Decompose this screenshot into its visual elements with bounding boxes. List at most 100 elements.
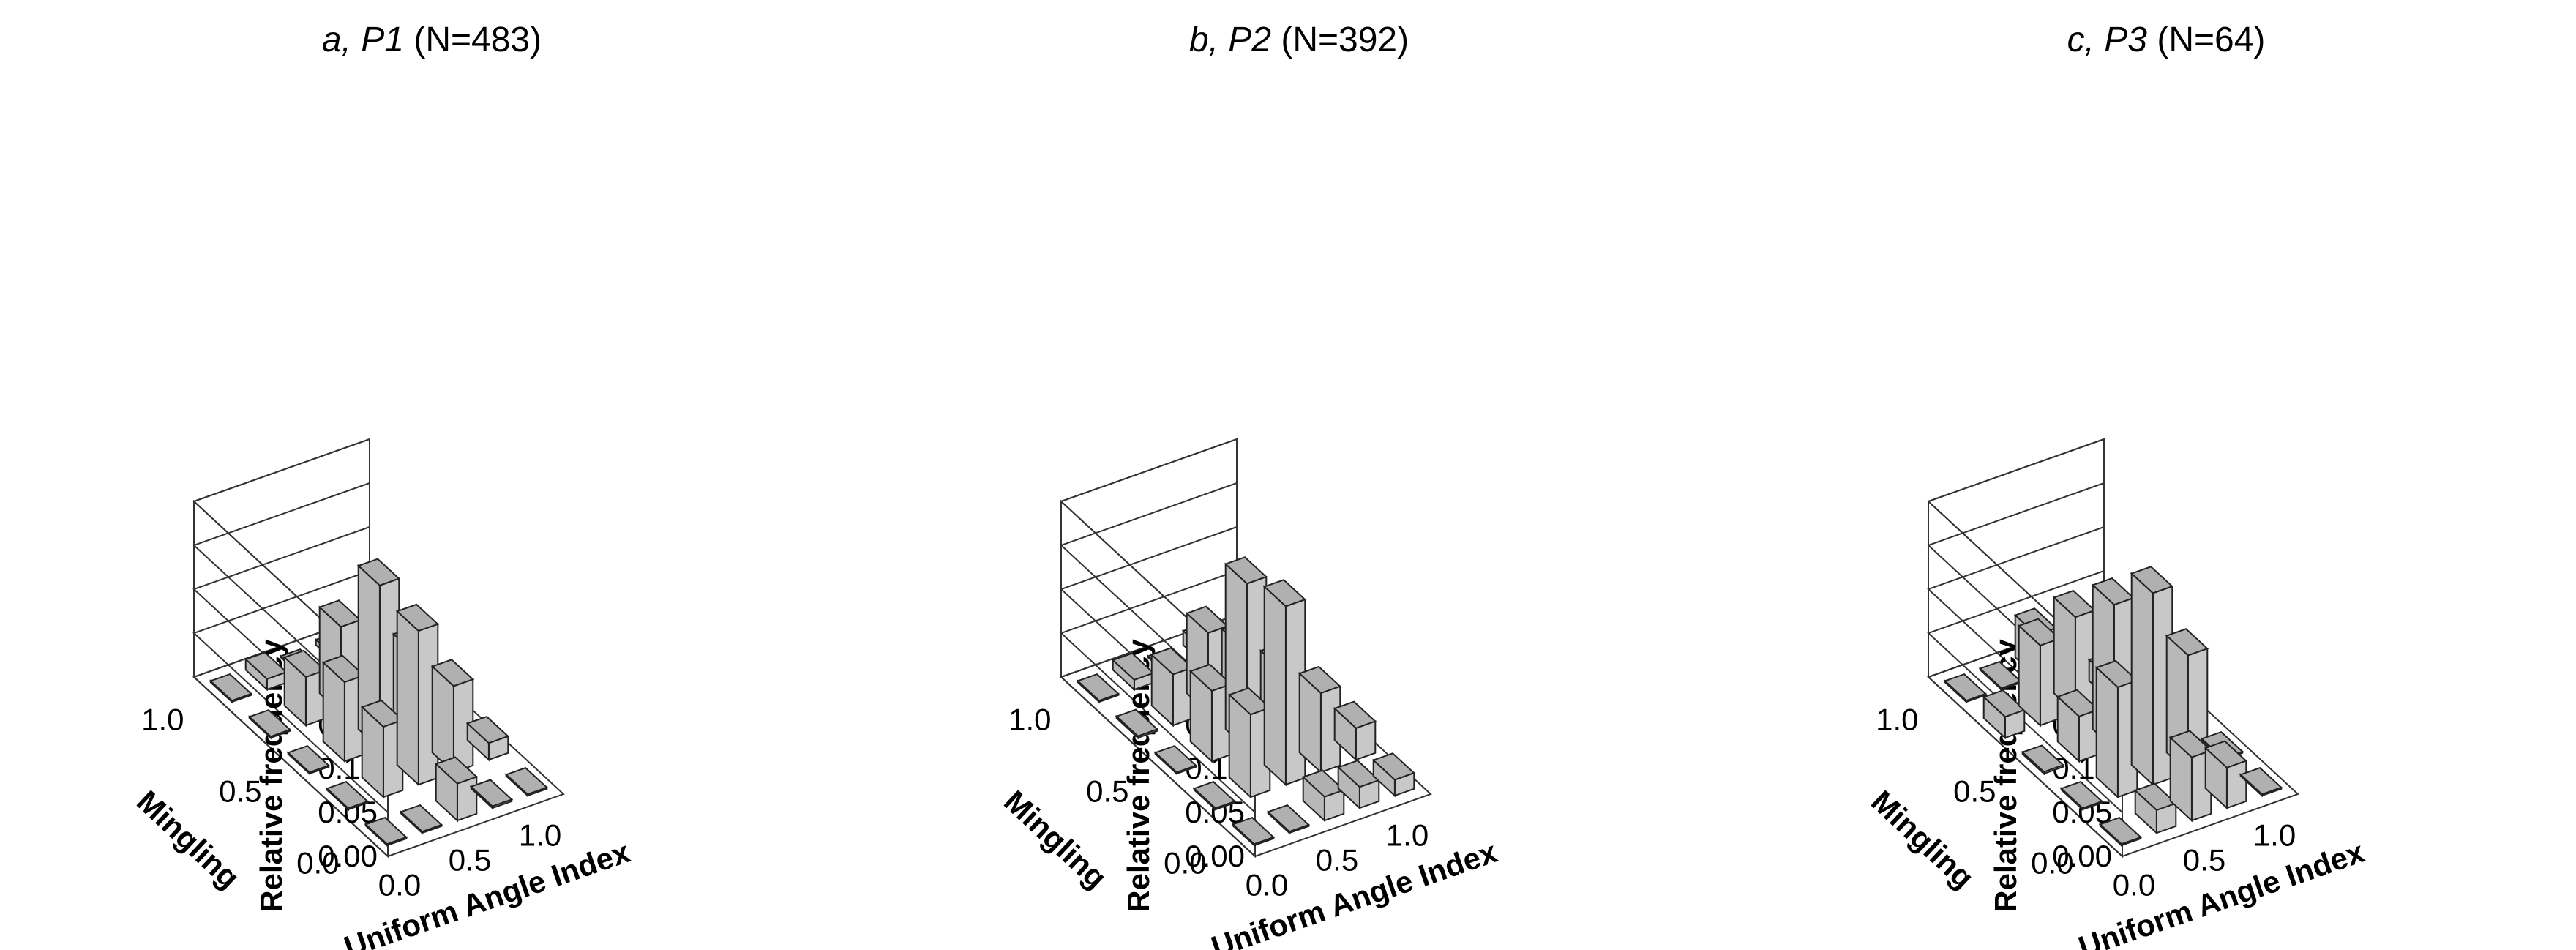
- x-tick-label: 1.0: [1386, 818, 1429, 853]
- bar: [1192, 780, 1237, 812]
- bar: [1371, 752, 1416, 798]
- bar-side: [1232, 823, 1255, 848]
- bar-side: [400, 810, 423, 835]
- z-tick-label: 0.00: [318, 839, 378, 873]
- chart-title: b, P2 (N=392): [1189, 20, 1409, 59]
- bar: [504, 766, 549, 798]
- bar-front: [1355, 720, 1377, 761]
- bar: [1076, 673, 1120, 704]
- bar: [244, 651, 288, 692]
- z-gridline: [192, 614, 389, 857]
- bar: [2052, 589, 2097, 715]
- y-tick-label: 1.0: [1008, 703, 1051, 737]
- bar-side: [209, 679, 233, 704]
- bar-side: [470, 785, 493, 810]
- bar-side: [1154, 751, 1177, 776]
- bar: [2204, 740, 2248, 810]
- bar-side: [283, 655, 307, 728]
- bar-side: [1333, 706, 1357, 762]
- x-tick-label: 0.0: [2113, 868, 2155, 902]
- y-tick-label: 0.0: [1164, 846, 1206, 880]
- x-tick-label: 0.0: [1246, 868, 1288, 902]
- bar-side: [248, 715, 272, 740]
- bar-side: [396, 609, 419, 787]
- bar-side: [2169, 736, 2193, 823]
- x-tick-label: 0.0: [378, 868, 421, 902]
- bar-side: [2099, 823, 2122, 848]
- bar-side: [2021, 750, 2045, 776]
- bar-side: [431, 665, 454, 774]
- bar-side: [287, 751, 310, 776]
- bar: [209, 673, 253, 704]
- bar: [1978, 660, 2023, 692]
- y-tick-label: 0.5: [219, 774, 261, 809]
- bar-side: [1228, 693, 1251, 799]
- bar-side: [1944, 679, 1967, 704]
- bar-side: [435, 762, 458, 823]
- chart-title-count: (N=392): [1281, 20, 1409, 59]
- x-tick-label: 0.5: [449, 843, 491, 878]
- bar-side: [1979, 667, 2002, 692]
- bar-side: [1150, 653, 1174, 728]
- bar-front: [2225, 760, 2247, 809]
- bar-side: [1077, 679, 1100, 704]
- bar: [1982, 689, 2026, 740]
- chart-panel-1: 0.000.050.100.150.20Relative frequency0.…: [130, 20, 634, 950]
- bar: [247, 708, 292, 740]
- bar-side: [2056, 695, 2080, 763]
- bar-side: [1112, 658, 1135, 692]
- bar: [2059, 780, 2104, 812]
- bar: [465, 715, 510, 762]
- bar-side: [322, 660, 345, 763]
- x-tick-label: 1.0: [519, 818, 561, 853]
- chart-title: a, P1 (N=483): [322, 20, 542, 59]
- bar-side: [326, 787, 349, 812]
- bar: [469, 779, 514, 810]
- bar-side: [244, 657, 268, 692]
- bar: [1333, 700, 1377, 762]
- bar-side: [2018, 624, 2041, 728]
- y-tick-label: 0.0: [296, 846, 339, 880]
- bar: [2098, 816, 2143, 848]
- bar: [325, 780, 370, 812]
- bar-side: [2239, 773, 2263, 798]
- bar: [286, 744, 331, 776]
- bar: [2130, 566, 2174, 787]
- bar-side: [466, 722, 490, 762]
- bar-side: [1115, 714, 1139, 740]
- bar-side: [1982, 695, 2006, 740]
- y-tick-label: 0.0: [2031, 846, 2073, 880]
- bar-side: [2134, 788, 2157, 835]
- bar: [1111, 652, 1156, 692]
- y-tick-label: 1.0: [141, 703, 184, 737]
- bar: [2239, 766, 2283, 798]
- bar: [1231, 816, 1276, 848]
- chart-title-italic: c, P3: [2067, 20, 2157, 59]
- bar: [1115, 708, 1159, 740]
- bar-side: [505, 773, 528, 798]
- bar: [2133, 782, 2178, 835]
- bar-side: [1267, 810, 1290, 835]
- y-tick-label: 0.5: [1086, 774, 1128, 809]
- bar: [364, 816, 408, 848]
- bar-side: [1372, 758, 1396, 798]
- bar-side: [1302, 775, 1325, 823]
- z-gridline: [1927, 570, 2123, 813]
- y-tick-label: 0.5: [1953, 774, 1996, 809]
- bar-side: [2204, 746, 2228, 810]
- bar-side: [2060, 787, 2083, 812]
- bar: [1266, 804, 1311, 835]
- z-tick-label: 0.00: [2052, 839, 2112, 873]
- bar: [2021, 744, 2065, 776]
- bar-side: [2130, 572, 2154, 787]
- bar-side: [1263, 585, 1287, 787]
- chart-title-italic: b, P2: [1189, 20, 1281, 59]
- chart-title-count: (N=483): [413, 20, 542, 59]
- z-gridline: [1060, 614, 1256, 857]
- chart-panel-3: 0.000.050.100.150.20Relative frequency0.…: [1865, 20, 2369, 950]
- bar: [399, 804, 443, 835]
- bar: [430, 659, 475, 774]
- bar: [1943, 673, 1988, 704]
- chart-title-count: (N=64): [2157, 20, 2265, 59]
- bar-side: [361, 705, 384, 799]
